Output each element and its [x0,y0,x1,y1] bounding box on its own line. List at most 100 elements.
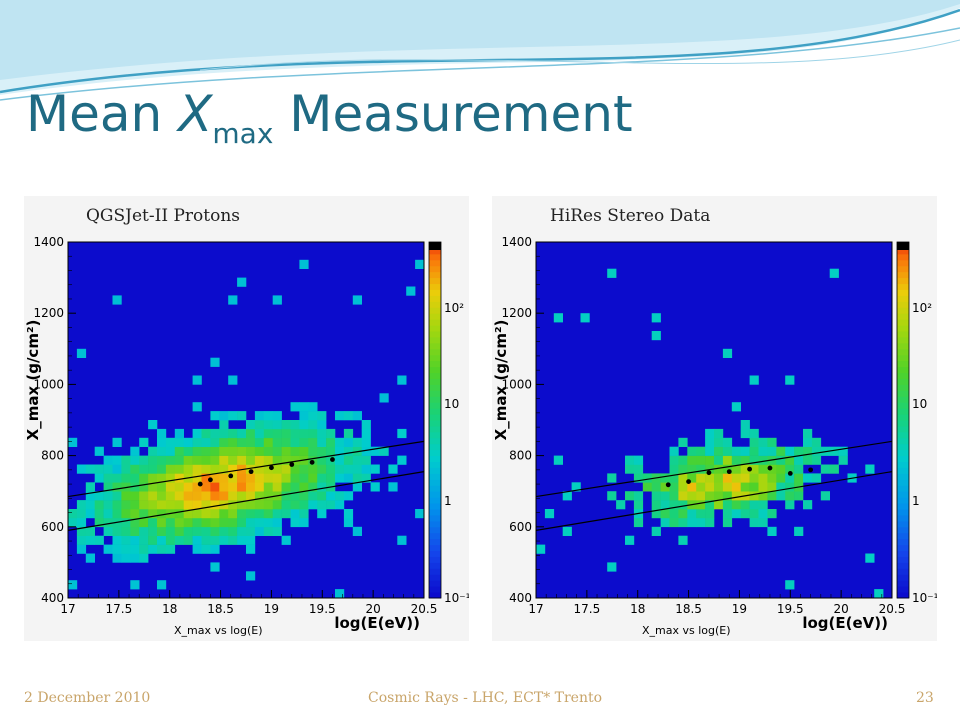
colorbar-tick-label: 1 [444,494,452,508]
heatmap-bin [157,580,167,590]
mean-xmax-point [726,469,732,475]
colorbar-segment [429,503,441,510]
heatmap-bin [228,491,238,501]
histogram-name-label: X_max vs log(E) [174,624,263,637]
heatmap-bin [343,437,354,447]
heatmap-bin [201,509,211,519]
heatmap-bin [94,446,104,456]
heatmap-bin [121,526,131,536]
heatmap-bin [678,517,688,528]
heatmap-bin [219,509,229,519]
heatmap-bin [722,473,733,483]
colorbar-segment [897,520,909,528]
heatmap-bin [103,500,113,510]
heatmap-bin [103,455,113,465]
heatmap-bin [740,455,750,465]
heatmap-bin [272,517,282,528]
heatmap-bin [130,517,140,528]
heatmap-bin [660,509,670,519]
heatmap-bin [130,500,140,510]
heatmap-bin [740,428,750,439]
heatmap-bin [361,428,371,439]
heatmap-bin [299,411,309,421]
heatmap-bin [85,553,95,563]
heatmap-bin [139,482,149,492]
heatmap-bin [219,428,229,439]
heatmap-bin [254,491,265,501]
heatmap-bin [749,473,759,483]
y-tick-label: 1400 [501,235,532,249]
heatmap-bin [370,482,380,492]
x-tick-label: 18.5 [207,602,234,616]
heatmap-bin [210,482,220,492]
heatmap-bin [785,375,795,385]
colorbar-segment [429,313,441,320]
heatmap-bin [139,535,149,545]
colorbar-segment [429,568,441,575]
heatmap-bin [838,446,848,456]
heatmap-bin [767,446,777,456]
heatmap-bin [174,464,184,474]
heatmap-bin [201,437,211,447]
heatmap-bin [254,411,265,421]
heatmap-bin [678,491,688,501]
footer-date: 2 December 2010 [24,690,151,706]
colorbar-segment [429,449,441,457]
heatmap-bin [616,500,626,510]
colorbar-segment [897,425,909,433]
heatmap-bin [651,482,661,492]
heatmap-bin [326,500,336,510]
heatmap-bin [192,482,202,492]
mean-xmax-point [706,470,712,476]
mean-xmax-point [269,465,274,471]
heatmap-bin [148,535,158,545]
heatmap-bin [811,455,822,465]
heatmap-bin [722,464,733,474]
heatmap-bin [174,473,184,483]
colorbar-segment [429,491,441,498]
colorbar-segment [897,360,909,368]
x-tick-label: 18.5 [675,602,702,616]
heatmap-bin [326,437,336,447]
heatmap-bin [210,500,220,510]
heatmap-bin [731,402,741,412]
heatmap-bin [669,491,679,501]
heatmap-bin [758,473,768,483]
heatmap-bin [201,482,211,492]
heatmap-bin [669,446,679,456]
heatmap-bin [317,411,327,421]
heatmap-bin [308,420,318,430]
heatmap-bin [714,500,724,510]
heatmap-bin [174,428,184,439]
heatmap-bin [183,482,193,492]
colorbar-segment [897,295,909,302]
heatmap-bin [317,455,327,465]
histogram-name-label: X_max vs log(E) [642,624,731,637]
heatmap-bin [281,455,291,465]
colorbar-segment [429,259,441,267]
heatmap-bin [308,411,318,421]
heatmap-bin [281,420,291,430]
heatmap-bin [76,517,87,528]
heatmap-bin [148,420,158,430]
heatmap-bin [130,455,140,465]
heatmap-bin [776,473,786,483]
heatmap-bin [299,428,309,439]
colorbar-segment [429,431,441,439]
heatmap-bin [308,402,318,412]
heatmap-bin [219,446,229,456]
heatmap-bin [254,482,265,492]
heatmap-bin [785,464,795,474]
heatmap-bin [254,420,265,430]
x-axis-label: log(E(eV)) [802,614,888,632]
heatmap-bin [192,402,202,412]
heatmap-bin [130,580,140,590]
colorbar-segment [429,283,441,290]
heatmap-bin [103,464,113,474]
heatmap-bin [263,428,273,439]
heatmap-bin [130,526,140,536]
heatmap-bin [228,464,238,474]
heatmap-bin [749,455,759,465]
heatmap-bin [219,535,229,545]
x-tick-label: 20.5 [879,602,906,616]
